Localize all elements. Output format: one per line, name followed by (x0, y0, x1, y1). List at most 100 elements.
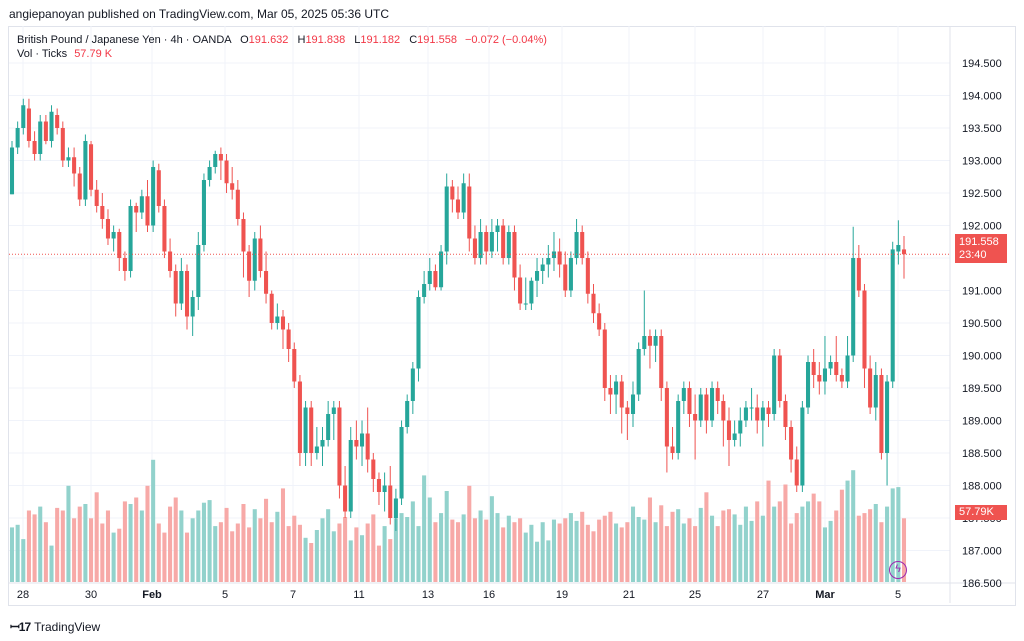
candle (879, 368, 884, 460)
candle-body (755, 407, 760, 421)
candle-body (896, 245, 901, 252)
candle-body (811, 362, 816, 375)
symbol-name[interactable]: British Pound / Japanese Yen · 4h · OAND… (17, 34, 232, 46)
candle (235, 180, 240, 226)
volume-bar (698, 507, 703, 582)
candle-body (484, 232, 489, 252)
candle (348, 427, 353, 518)
candle-body (326, 414, 331, 440)
volume-bar (196, 510, 201, 582)
volume-label[interactable]: Vol · Ticks (17, 48, 68, 60)
candle (851, 226, 856, 362)
volume-bar (218, 522, 223, 582)
candle-body (591, 293, 596, 314)
candle-body (472, 238, 477, 258)
candle-body (156, 170, 161, 206)
time-tick-label: 27 (757, 589, 769, 601)
volume-bar (201, 502, 206, 582)
candle (455, 186, 461, 219)
volume-bar (518, 518, 523, 582)
candle (868, 355, 873, 414)
candle-body (427, 271, 432, 284)
time-tick-label: 21 (623, 589, 635, 601)
candle (331, 401, 336, 440)
volume-bar (9, 527, 15, 582)
candle-body (766, 407, 771, 414)
brand-name: TradingView (34, 619, 101, 634)
candle (422, 271, 427, 304)
candle-body (382, 485, 387, 492)
candle-body (89, 144, 94, 190)
candle (760, 401, 765, 447)
volume-bar (49, 545, 54, 582)
candle-body (749, 407, 754, 409)
candle-body (201, 180, 206, 245)
price-tick-label: 189.000 (962, 416, 1002, 428)
time-tick-label: Mar (815, 589, 835, 601)
candle-body (529, 280, 534, 304)
replay-icon[interactable]: ϟ (889, 561, 907, 579)
candle-body (359, 433, 365, 447)
time-tick-label: 19 (556, 589, 568, 601)
candle (557, 238, 562, 278)
volume-bars (9, 459, 907, 582)
candle-body (213, 154, 218, 167)
candle-body (235, 189, 240, 219)
volume-bar (292, 515, 297, 582)
candle-body (218, 154, 223, 161)
candle (794, 446, 799, 492)
volume-bar (614, 523, 619, 582)
volume-bar (241, 504, 246, 582)
volume-bar (885, 506, 890, 582)
candle (472, 225, 477, 265)
candle-body (168, 251, 173, 271)
candle-body (495, 225, 500, 232)
volume-bar (382, 526, 387, 582)
candle-body (901, 249, 907, 255)
candle (834, 336, 839, 382)
volume-bar (772, 506, 777, 582)
candle-body (100, 206, 105, 219)
volume-bar (467, 485, 472, 582)
candle (693, 394, 698, 460)
candle-body (619, 381, 624, 408)
candle (230, 167, 235, 200)
candle (122, 251, 127, 281)
volume-bar (309, 543, 314, 582)
candle (450, 180, 455, 213)
candle (461, 173, 466, 219)
candle (179, 258, 184, 310)
volume-bar (422, 475, 427, 582)
candle-body (828, 362, 833, 369)
candle-body (32, 141, 37, 154)
candle (839, 368, 844, 388)
candle (856, 245, 861, 297)
candle (382, 472, 387, 512)
time-tick-label: 5 (895, 589, 901, 601)
candle (540, 258, 545, 284)
candle (642, 290, 647, 356)
candle (173, 264, 178, 317)
candle (247, 245, 252, 297)
candle (224, 154, 229, 193)
candle-body (207, 167, 212, 180)
volume-bar (145, 485, 150, 582)
chart-frame (8, 26, 1016, 606)
candle-body (642, 336, 647, 349)
candle (26, 98, 31, 148)
volume-bar (879, 522, 884, 582)
brand-footer[interactable]: ꟷ17 TradingView (10, 618, 100, 635)
candle-body (647, 336, 652, 346)
volume-bar (851, 470, 856, 582)
candle (275, 303, 280, 330)
volume-bar (783, 484, 788, 582)
volume-bar (687, 518, 692, 582)
candle (218, 147, 223, 180)
candle-body (388, 485, 393, 518)
volume-bar (43, 522, 48, 582)
volume-bar (343, 517, 348, 582)
volume-bar (151, 459, 156, 582)
time-axis: 28 30 Feb 5 7 11 13 16 19 21 25 27 Mar 5 (17, 589, 901, 601)
volume-bar (297, 524, 302, 582)
